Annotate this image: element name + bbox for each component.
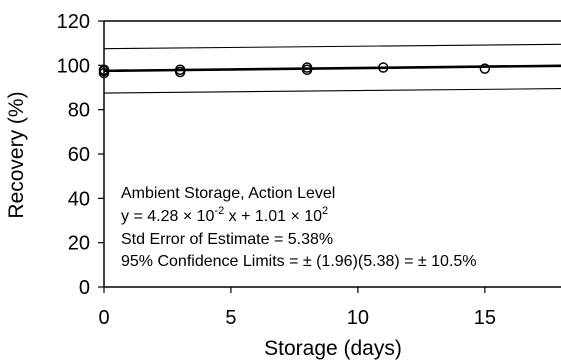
annotation-line-3: Std Error of Estimate = 5.38% bbox=[121, 231, 333, 248]
data-point bbox=[301, 62, 313, 73]
lower-confidence-limit bbox=[103, 88, 561, 94]
data-point bbox=[479, 63, 491, 74]
x-tick-label: 15 bbox=[474, 307, 496, 329]
data-point bbox=[98, 67, 110, 79]
annotation-line-4: 95% Confidence Limits = ± (1.96)(5.38) =… bbox=[121, 253, 477, 270]
equation-exponent-2: 2 bbox=[322, 205, 328, 217]
y-axis-title: Recovery (%) bbox=[5, 91, 28, 218]
data-points bbox=[98, 62, 491, 79]
y-tick-label: 0 bbox=[79, 277, 90, 299]
x-axis-title: Storage (days) bbox=[264, 337, 402, 360]
equation-exponent-1: -2 bbox=[214, 205, 224, 217]
regression-line bbox=[103, 64, 561, 73]
y-tick-label: 20 bbox=[68, 233, 90, 255]
equation-middle: x + 1.01 × 10 bbox=[224, 208, 322, 225]
y-tick-label: 120 bbox=[57, 11, 90, 33]
annotation-line-1: Ambient Storage, Action Level bbox=[121, 185, 335, 202]
equation-prefix: y = 4.28 × 10 bbox=[121, 208, 215, 225]
axes bbox=[98, 20, 561, 293]
data-point bbox=[174, 64, 186, 76]
tick-labels: 0 20 40 60 80 100 120 0 5 10 15 bbox=[57, 11, 496, 329]
data-point bbox=[378, 62, 389, 73]
x-tick-label: 0 bbox=[98, 307, 109, 329]
regression-lines bbox=[103, 43, 561, 94]
upper-confidence-limit bbox=[103, 43, 561, 50]
y-tick-label: 40 bbox=[68, 188, 90, 210]
y-tick-label: 100 bbox=[57, 55, 90, 77]
annotation-line-2: y = 4.28 × 10-2 x + 1.01 × 102 bbox=[121, 205, 328, 225]
data-point bbox=[98, 64, 110, 76]
x-tick-label: 5 bbox=[225, 307, 236, 329]
y-tick-label: 60 bbox=[68, 144, 90, 166]
x-tick-label: 10 bbox=[347, 307, 369, 329]
y-tick-label: 80 bbox=[68, 100, 90, 122]
annotation-box: Ambient Storage, Action Level y = 4.28 ×… bbox=[121, 185, 477, 270]
